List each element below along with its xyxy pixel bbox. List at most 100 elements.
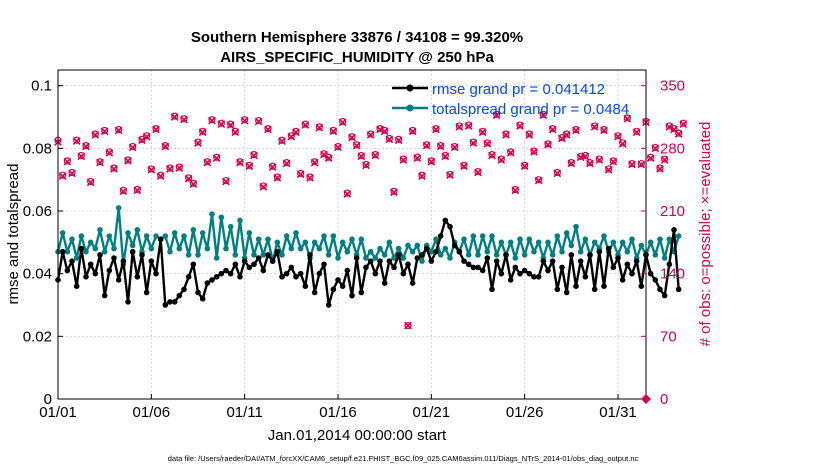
rmse-point xyxy=(493,258,500,264)
obs-possible-point xyxy=(119,186,127,195)
obs-possible-point xyxy=(507,148,515,156)
rmse-point xyxy=(125,299,131,305)
obs-evaluated-point xyxy=(301,121,310,129)
obs-evaluated-point xyxy=(483,139,492,148)
rmse-point xyxy=(209,277,215,283)
x-tick-label-1: 01/06 xyxy=(133,404,171,421)
axis-ticks: 01/01 01/06 01/11 01/16 01/21 01/26 01/31 0 0.02… xyxy=(23,78,685,421)
totalspread-point xyxy=(367,248,374,255)
totalspread-point xyxy=(87,239,94,246)
totalspread-point xyxy=(330,233,337,239)
totalspread-point xyxy=(512,255,519,261)
totalspread-point xyxy=(400,255,407,261)
obs-possible-point xyxy=(273,173,281,181)
totalspread-point xyxy=(493,252,500,258)
rmse-point xyxy=(601,283,607,290)
obs-possible-point xyxy=(278,136,286,144)
totalspread-point xyxy=(115,205,122,211)
obs-evaluated-point xyxy=(194,139,202,147)
obs-evaluated-point xyxy=(674,130,683,138)
rmse-point xyxy=(675,286,682,293)
obs-possible-point xyxy=(614,132,622,140)
obs-possible-point xyxy=(516,121,524,129)
obs-possible-point xyxy=(628,159,636,168)
x-tick-label-2: 01/11 xyxy=(226,404,262,421)
obs-evaluated-point xyxy=(441,152,450,161)
totalspread-point xyxy=(377,245,383,252)
legend-rmse-marker xyxy=(406,84,414,92)
obs-evaluated-point xyxy=(422,141,431,150)
obs-possible-point xyxy=(147,165,155,173)
y2-tick-label-5: 350 xyxy=(660,78,685,95)
rmse-point xyxy=(223,267,229,274)
series-lines xyxy=(55,205,682,308)
obs-evaluated-point xyxy=(660,156,669,164)
totalspread-point xyxy=(302,239,309,246)
rmse-point xyxy=(246,264,253,271)
obs-evaluated-point xyxy=(450,143,459,152)
rmse-point xyxy=(344,267,351,274)
rmse-point xyxy=(59,248,66,255)
obs-evaluated-point xyxy=(474,168,482,177)
obs-evaluated-point xyxy=(679,120,688,129)
totalspread-point xyxy=(64,248,71,255)
obs-possible-point xyxy=(679,119,687,127)
totalspread-point xyxy=(199,230,206,236)
rmse-point xyxy=(78,245,85,252)
obs-possible-point xyxy=(651,143,659,152)
rmse-point xyxy=(143,289,150,296)
obs-evaluated-point xyxy=(362,161,370,170)
totalspread-point xyxy=(176,245,183,252)
totalspread-point xyxy=(391,255,397,261)
rmse-point xyxy=(409,280,416,286)
obs-evaluated-point xyxy=(306,174,314,182)
rmse-point xyxy=(503,252,509,258)
obs-possible-point xyxy=(171,112,179,120)
obs-possible-point xyxy=(418,171,426,179)
obs-possible-point xyxy=(269,162,277,170)
obs-evaluated-point xyxy=(231,128,240,137)
rmse-point xyxy=(465,261,472,268)
rmse-point xyxy=(381,280,388,286)
totalspread-point xyxy=(661,255,668,261)
totalspread-point xyxy=(69,236,75,242)
obs-possible-point xyxy=(110,164,118,172)
legend-spread-marker xyxy=(406,104,414,112)
obs-evaluated-point xyxy=(142,132,151,141)
totalspread-point xyxy=(498,239,505,246)
rmse-point xyxy=(162,302,169,308)
rmse-point xyxy=(269,258,276,264)
totalspread-point xyxy=(195,252,201,258)
obs-possible-point xyxy=(544,140,552,148)
totalspread-point xyxy=(349,236,355,242)
rmse-point xyxy=(587,252,593,258)
totalspread-point xyxy=(251,252,257,258)
totalspread-point xyxy=(279,252,285,258)
totalspread-point xyxy=(465,252,472,258)
rmse-point xyxy=(167,299,173,305)
obs-evaluated-point xyxy=(618,139,627,148)
obs-evaluated-point xyxy=(651,144,660,153)
totalspread-point xyxy=(666,236,673,242)
obs-evaluated-point xyxy=(175,164,184,172)
obs-possible-point xyxy=(152,125,160,133)
totalspread-point xyxy=(577,248,584,255)
obs-evaluated-point xyxy=(632,128,641,137)
totalspread-point xyxy=(255,236,262,242)
obs-evaluated-point xyxy=(408,127,417,136)
rmse-point xyxy=(297,270,304,277)
rmse-point xyxy=(321,261,327,268)
obs-possible-point xyxy=(231,127,239,135)
rmse-point xyxy=(563,289,570,296)
rmse-point xyxy=(498,270,505,277)
totalspread-point xyxy=(601,233,607,239)
totalspread-point xyxy=(526,236,533,242)
obs-evaluated-point xyxy=(217,120,226,129)
obs-evaluated-point xyxy=(324,154,333,163)
obs-possible-point xyxy=(245,161,253,169)
rmse-point xyxy=(129,248,136,255)
rmse-point xyxy=(442,217,449,224)
obs-possible-point xyxy=(259,182,267,190)
obs-possible-point xyxy=(563,130,571,138)
obs-evaluated-point xyxy=(544,140,552,149)
